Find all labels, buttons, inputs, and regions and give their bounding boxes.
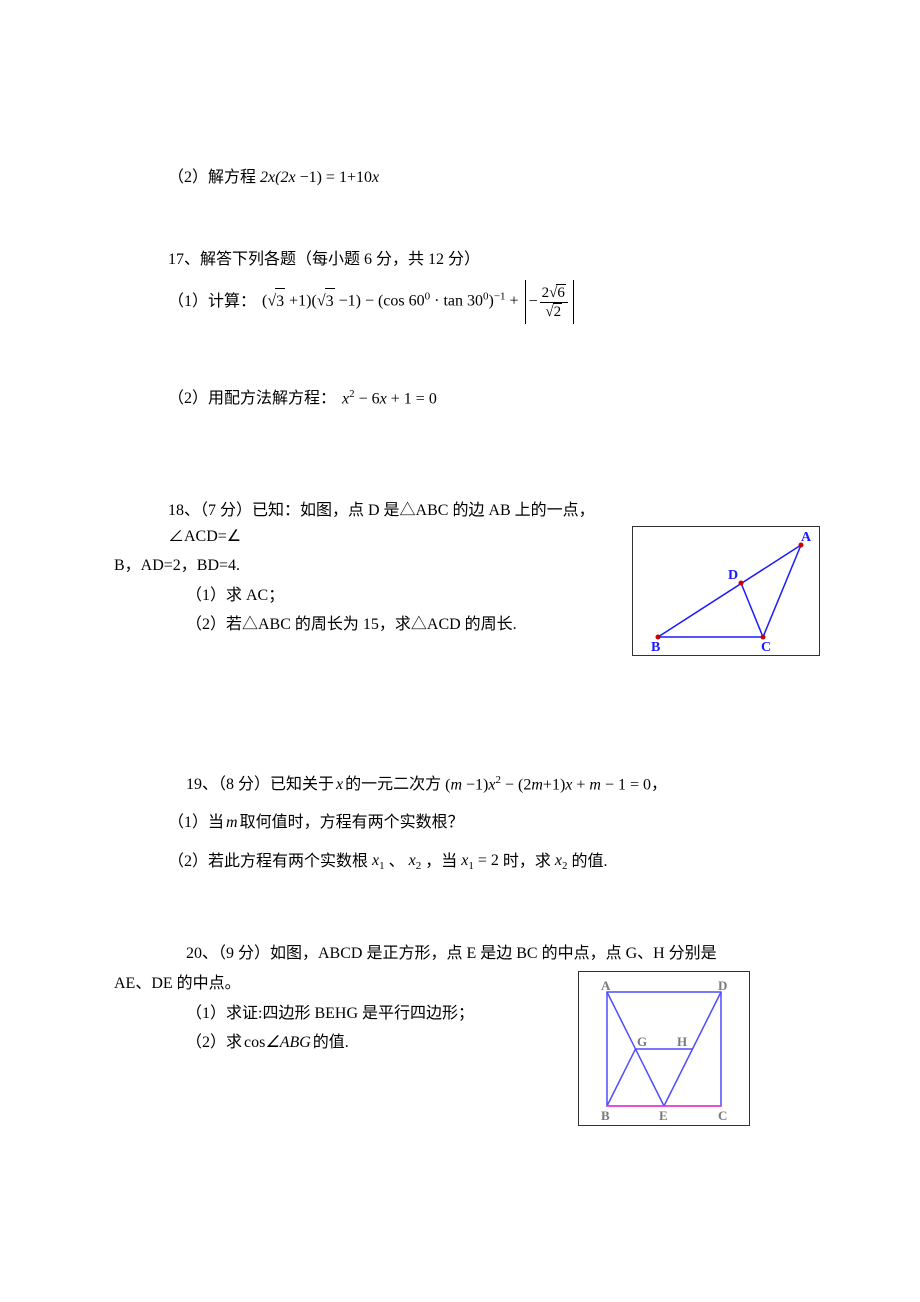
label-B: B: [601, 1108, 610, 1123]
p20-line1: 20、（9 分）如图，ABCD 是正方形，点 E 是边 BC 的中点，点 G、H…: [186, 941, 717, 967]
label-E: E: [659, 1108, 668, 1123]
label-D: D: [718, 978, 727, 993]
p19-2-mid: ，当: [425, 849, 457, 875]
problem-19: 19、（8 分）已知关于 x 的一元二次方 (m −1)x2 − (2m+1)x…: [168, 772, 820, 875]
p18-part2: （2）若△ABC 的周长为 15，求△ACD 的周长.: [186, 612, 517, 638]
p19-1-suffix: 取何值时，方程有两个实数根？: [240, 810, 464, 836]
square-svg: A D B C E G H: [579, 972, 749, 1125]
p19-2-final: 的值.: [572, 849, 608, 875]
p16-2-label: （2）解方程: [168, 165, 256, 191]
label-C: C: [761, 640, 771, 655]
p19-header-prefix: 19、（8 分）已知关于: [186, 772, 334, 798]
p17-2-label: （2）用配方法解方程：: [168, 386, 336, 412]
p20-2-prefix: （2）求: [186, 1030, 242, 1056]
triangle-svg: A B C D: [633, 527, 819, 655]
p20-2-suffix: 的值.: [313, 1030, 349, 1056]
problem-16-2: （2）解方程 2x(2x −1) = 1+10x: [168, 165, 820, 191]
label-C: C: [718, 1108, 727, 1123]
p17-header: 17、解答下列各题（每小题 6 分，共 12 分）: [168, 247, 480, 273]
p19-1-prefix: （1）当: [168, 810, 224, 836]
label-A: A: [801, 530, 812, 545]
p18-header: 18、（7 分）已知：如图，点 D 是△ABC 的边 AB 上的一点，∠ACD=…: [168, 498, 622, 549]
p20-figure: A D B C E G H: [578, 971, 750, 1126]
p17-2-eq: x2 − 6x + 1 = 0: [342, 386, 437, 412]
label-B: B: [651, 640, 660, 655]
problem-17: 17、解答下列各题（每小题 6 分，共 12 分） （1）计算： (√3 +1)…: [168, 247, 820, 413]
p20-line2: AE、DE 的中点。: [114, 971, 241, 997]
p19-eq: (m −1)x2 − (2m+1)x + m − 1 = 0: [445, 772, 651, 798]
label-A: A: [601, 978, 611, 993]
label-D: D: [728, 568, 738, 583]
p17-1-label: （1）计算：: [168, 289, 256, 315]
p16-2-eq: 2x(2x −1) = 1+10x: [260, 165, 379, 191]
problem-20: 20、（9 分）如图，ABCD 是正方形，点 E 是边 BC 的中点，点 G、H…: [168, 941, 820, 1126]
p19-header-mid: 的一元二次方: [345, 772, 441, 798]
p19-2-prefix: （2）若此方程有两个实数根: [168, 849, 368, 875]
p20-part1: （1）求证:四边形 BEHG 是平行四边形；: [186, 1001, 474, 1027]
p17-1-expr: (√3 +1)(√3 −1) − (cos 600 · tan 300)−1 +…: [262, 280, 576, 324]
p18-part1: （1）求 AC；: [186, 583, 284, 609]
label-H: H: [677, 1034, 687, 1049]
p18-line2: B，AD=2，BD=4.: [114, 553, 240, 579]
label-G: G: [637, 1034, 647, 1049]
problem-18: 18、（7 分）已知：如图，点 D 是△ABC 的边 AB 上的一点，∠ACD=…: [168, 498, 820, 656]
p18-figure: A B C D: [632, 526, 820, 656]
p19-2-end: 时，求: [503, 849, 551, 875]
